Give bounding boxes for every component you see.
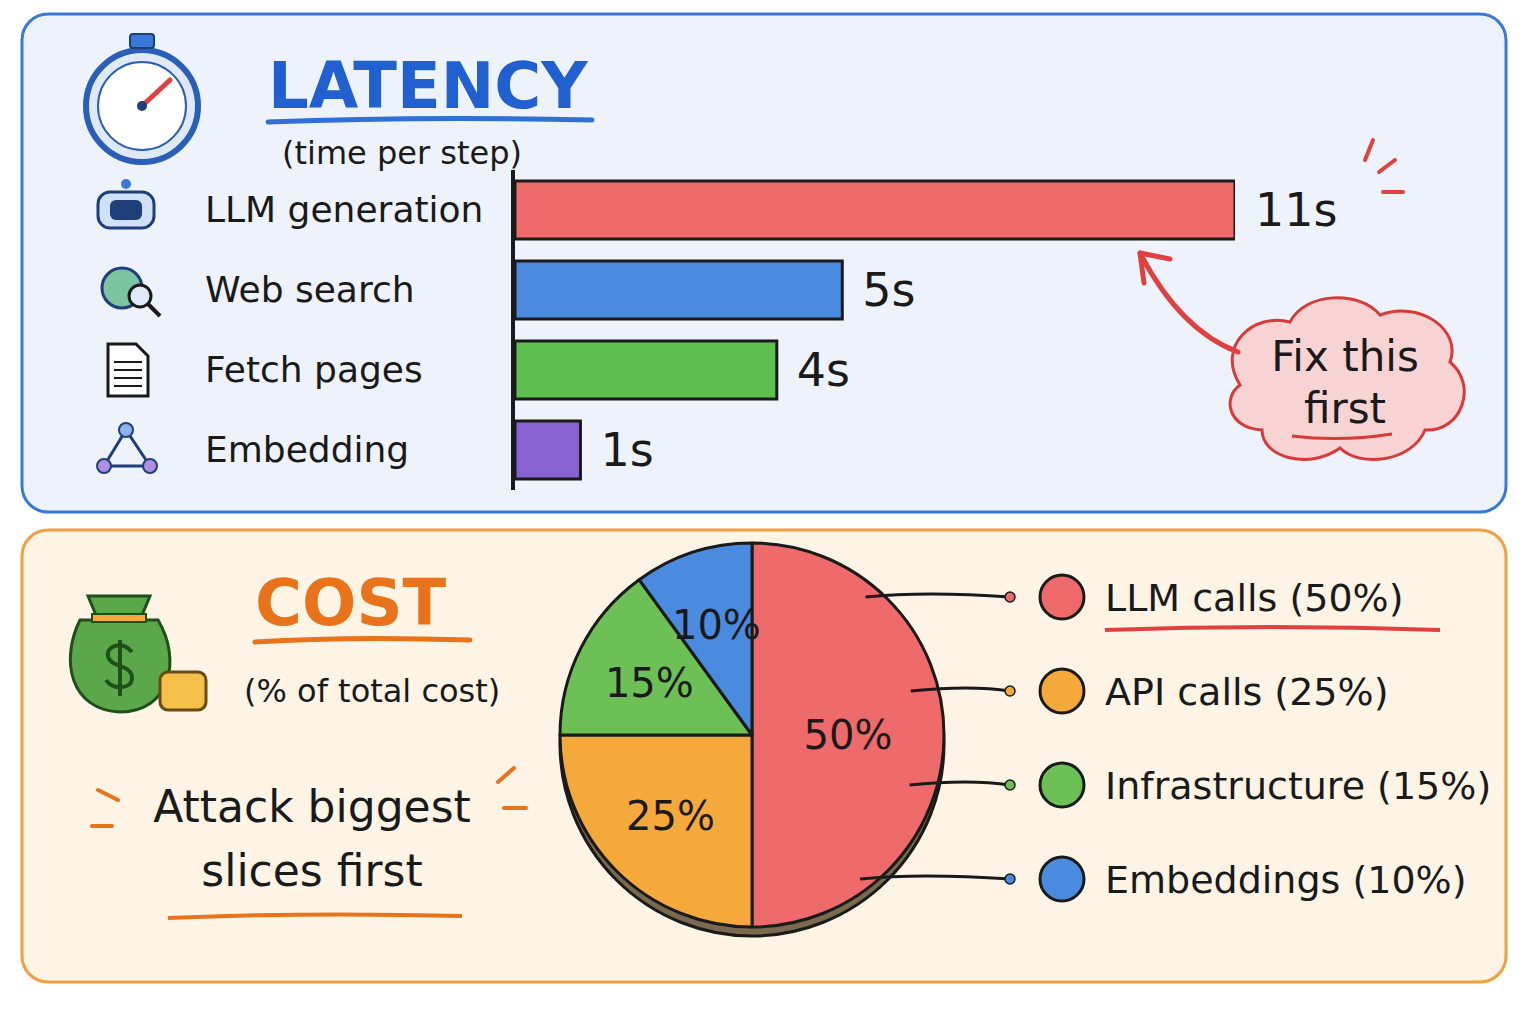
- title-underline: [268, 118, 592, 122]
- legend-label: LLM calls (50%): [1105, 576, 1404, 620]
- legend-label: Infrastructure (15%): [1105, 764, 1491, 808]
- robot-icon: [98, 179, 154, 228]
- doc-line: [114, 369, 142, 371]
- bag-tie: [92, 614, 146, 622]
- category-label: Embedding: [205, 429, 409, 470]
- pie: [560, 543, 944, 927]
- lens: [129, 285, 151, 307]
- bag: [70, 620, 170, 712]
- globe-icon: [102, 268, 160, 316]
- lens-handle: [148, 304, 160, 316]
- category-label: Fetch pages: [205, 349, 423, 390]
- text-line: Fix this: [1271, 332, 1419, 381]
- legend-underline: [1105, 627, 1440, 630]
- axis-line: [511, 170, 515, 490]
- annotation-underline: [1292, 434, 1392, 439]
- money-icon: [70, 596, 206, 712]
- legend-swatch: [1040, 669, 1084, 713]
- stopwatch-face: [98, 62, 186, 150]
- text-line: Attack biggest: [153, 781, 471, 832]
- stopwatch-body: [86, 50, 198, 162]
- value-label: 4s: [797, 343, 850, 397]
- category-label: LLM generation: [205, 189, 483, 230]
- annotation-underline: [168, 914, 462, 918]
- graph-icon: [97, 423, 157, 473]
- slice: [752, 543, 944, 927]
- dollar-s: [106, 645, 132, 687]
- stopwatch-pin: [137, 101, 147, 111]
- panel-title: COST: [255, 566, 446, 640]
- bars: [515, 181, 1235, 479]
- panel-subtitle: (% of total cost): [244, 672, 500, 710]
- text-line: first: [1304, 384, 1386, 433]
- slice: [560, 735, 752, 927]
- cost-panel: [22, 530, 1506, 982]
- node: [143, 459, 157, 473]
- stopwatch-icon: [86, 34, 198, 162]
- category-label: Web search: [205, 269, 415, 310]
- bar: [515, 181, 1235, 239]
- slice-label: 15%: [605, 660, 694, 706]
- emphasis: [498, 768, 514, 782]
- slice-label: 10%: [672, 602, 761, 648]
- value-label: 1s: [600, 423, 653, 477]
- emphasis: [92, 824, 112, 828]
- canvas: LATENCY (time per step) LLM generation 11s W…: [0, 0, 1536, 1024]
- legend-swatch: [1040, 763, 1084, 807]
- robot-antenna: [121, 179, 131, 189]
- coins: [160, 672, 206, 710]
- leader-line: [865, 594, 1010, 597]
- robot-head: [98, 192, 154, 228]
- slice-label: 50%: [804, 712, 893, 758]
- robot-face: [110, 200, 142, 220]
- leader-dot: [1005, 592, 1015, 602]
- doc-line: [114, 377, 142, 379]
- emphasis: [1383, 190, 1403, 194]
- stopwatch-hand: [142, 80, 170, 106]
- bar: [515, 261, 842, 319]
- annotation-arrow: [1140, 253, 1238, 352]
- doc-line: [114, 361, 142, 363]
- annotation: Fix thisfirst: [1271, 332, 1419, 433]
- node: [97, 459, 111, 473]
- title-underline: [255, 638, 470, 642]
- annotation: Attack biggest slices first: [153, 781, 471, 896]
- slice-label: 25%: [626, 793, 715, 839]
- legend-swatch: [1040, 857, 1084, 901]
- document-icon: [108, 344, 148, 396]
- arrow-head: [1140, 253, 1170, 283]
- value-label: 5s: [862, 263, 915, 317]
- bar: [515, 341, 777, 399]
- emphasis: [1379, 160, 1395, 172]
- leader-dot: [1005, 874, 1015, 884]
- doc-line: [114, 385, 142, 387]
- legend-label: Embeddings (10%): [1105, 858, 1467, 902]
- panel-title: LATENCY: [268, 49, 588, 123]
- leader-line: [910, 782, 1010, 785]
- stopwatch-button: [130, 34, 154, 48]
- legend-label: API calls (25%): [1105, 670, 1388, 714]
- leader-dot: [1005, 686, 1015, 696]
- bar: [515, 421, 580, 479]
- emphasis: [504, 806, 526, 810]
- leader-dot: [1005, 780, 1015, 790]
- leader-line: [911, 688, 1010, 691]
- leader-line: [860, 876, 1010, 879]
- doc: [108, 344, 148, 396]
- annotation-cloud: [1230, 298, 1464, 460]
- node: [119, 423, 133, 437]
- emphasis: [1365, 140, 1373, 160]
- panel-subtitle: (time per step): [282, 134, 522, 172]
- emphasis: [98, 790, 118, 800]
- value-label: 11s: [1255, 183, 1338, 237]
- latency-panel: [22, 14, 1506, 512]
- text-line: slices first: [201, 845, 423, 896]
- legend-swatch: [1040, 575, 1084, 619]
